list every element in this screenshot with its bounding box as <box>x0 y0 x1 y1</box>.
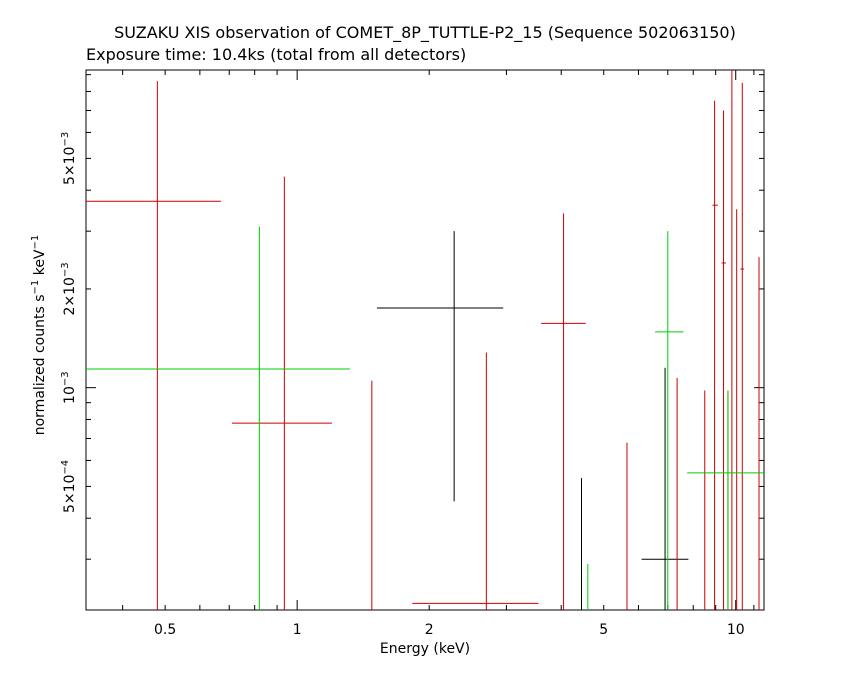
plot-frame <box>85 69 765 611</box>
y-axis-label-main: normalized counts s <box>32 294 48 435</box>
y-axis-label: normalized counts s−1 keV−1 <box>30 235 48 436</box>
y-axis-label-sup2: −1 <box>30 235 41 250</box>
y-tick-label-exponent: −4 <box>60 460 71 475</box>
y-tick-label-exponent: −3 <box>60 132 71 147</box>
y-tick-label-exponent: −3 <box>60 371 71 386</box>
y-tick-label: 5×10−3 <box>60 132 78 185</box>
x-tick-label: 5 <box>599 622 608 638</box>
y-tick-label-mantissa: 5×10 <box>62 147 78 185</box>
chart-title: SUZAKU XIS observation of COMET_8P_TUTTL… <box>114 23 736 43</box>
y-axis-label-mid: keV <box>32 249 48 280</box>
y-tick-label-mantissa: 10 <box>62 386 78 404</box>
y-tick-label: 2×10−3 <box>60 262 78 315</box>
y-tick-label: 5×10−4 <box>60 460 78 513</box>
y-tick-label-mantissa: 2×10 <box>62 277 78 315</box>
x-tick-label: 2 <box>425 622 434 638</box>
chart-subtitle: Exposure time: 10.4ks (total from all de… <box>86 45 466 64</box>
y-axis-label-sup1: −1 <box>30 280 41 295</box>
y-tick-label-exponent: −3 <box>60 262 71 277</box>
y-tick-label: 10−3 <box>60 371 78 404</box>
x-axis-label: Energy (keV) <box>380 641 470 657</box>
x-tick-label: 10 <box>727 622 745 638</box>
y-tick-label-mantissa: 5×10 <box>62 475 78 513</box>
x-tick-label: 0.5 <box>154 622 176 638</box>
y-axis-ticks: 5×10−410−32×10−35×10−3 <box>60 74 764 560</box>
x-axis-ticks: 0.5 1 2 5 10 <box>122 70 755 638</box>
x-tick-label: 1 <box>293 622 302 638</box>
data-marks <box>86 70 764 610</box>
